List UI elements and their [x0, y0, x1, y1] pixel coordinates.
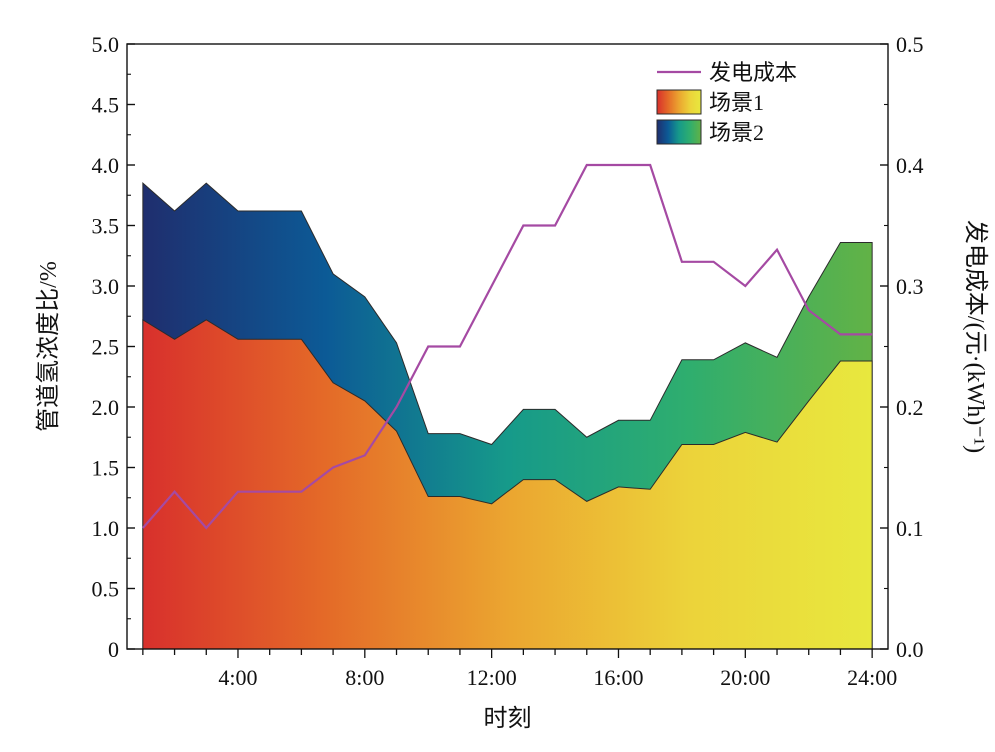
legend: 发电成本 场景1 场景2: [656, 60, 797, 145]
y2-axis-title: 发电成本/(元·(kWh)⁻¹): [962, 220, 989, 453]
x-tick-label: 8:00: [345, 665, 384, 690]
line-series-cost: [142, 163, 873, 530]
y-tick-label: 4.5: [92, 93, 120, 118]
x-axis-title: 时刻: [484, 705, 532, 732]
y-tick-label: 2.5: [92, 335, 120, 360]
x-tick-label: 4:00: [218, 665, 257, 690]
y2-tick-label: 0.0: [896, 637, 924, 662]
y-axis-title: 管道氢浓度比/%: [35, 261, 62, 432]
lines-layer: [142, 163, 873, 530]
y2-tick-label: 0.1: [896, 516, 924, 541]
y2-tick-label: 0.4: [896, 153, 924, 178]
x-tick-label: 20:00: [720, 665, 770, 690]
legend-label-scene2: 场景2: [709, 120, 764, 145]
y-tick-label: 5.0: [92, 32, 120, 57]
area-series-scene1: [142, 318, 873, 650]
y-tick-label: 3.0: [92, 274, 120, 299]
y-tick-label: 0.5: [92, 577, 120, 602]
axes-layer: 0 0.5 1.0 1.5 2.0 2.5 3.0 3.5 4.0 4.5 5.0 0.0 0.1 0.2…: [92, 32, 924, 690]
y-tick-label: 0: [108, 637, 119, 662]
y-tick-label: 2.0: [92, 395, 120, 420]
areas-layer: [142, 182, 873, 650]
legend-label-cost: 发电成本: [709, 60, 797, 85]
legend-swatch-scene1: [656, 89, 702, 115]
y2-tick-label: 0.5: [896, 32, 924, 57]
legend-swatch-scene2: [656, 119, 702, 145]
y2-tick-label: 0.2: [896, 395, 924, 420]
x-tick-label: 12:00: [467, 665, 517, 690]
x-tick-label: 16:00: [593, 665, 643, 690]
y2-tick-label: 0.3: [896, 274, 924, 299]
y-tick-label: 4.0: [92, 153, 120, 178]
y-tick-label: 3.5: [92, 214, 120, 239]
y-tick-label: 1.0: [92, 516, 120, 541]
x-tick-label: 24:00: [847, 665, 897, 690]
y-tick-label: 1.5: [92, 456, 120, 481]
legend-label-scene1: 场景1: [709, 90, 764, 115]
